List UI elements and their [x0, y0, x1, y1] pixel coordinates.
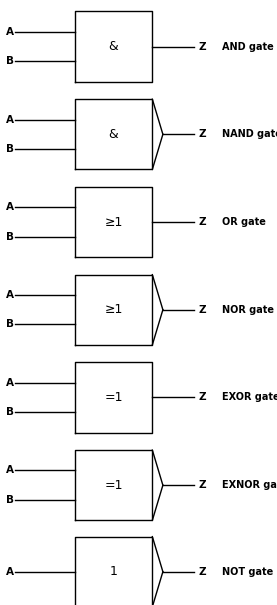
Text: EXOR gate: EXOR gate [222, 393, 277, 402]
Text: A: A [6, 27, 14, 37]
Text: A: A [6, 378, 14, 388]
Text: Z: Z [198, 217, 206, 227]
Text: &: & [109, 128, 119, 141]
Text: NAND gate: NAND gate [222, 129, 277, 139]
Text: B: B [6, 56, 14, 67]
Text: B: B [6, 407, 14, 417]
Text: =1: =1 [104, 391, 123, 404]
Text: 1: 1 [110, 565, 117, 578]
Text: NOT gate: NOT gate [222, 567, 273, 577]
Text: Z: Z [198, 480, 206, 490]
Text: Z: Z [198, 393, 206, 402]
Text: B: B [6, 495, 14, 505]
Text: =1: =1 [104, 479, 123, 492]
Text: A: A [6, 114, 14, 125]
Text: Z: Z [198, 42, 206, 51]
Text: EXNOR gate: EXNOR gate [222, 480, 277, 490]
Text: A: A [6, 290, 14, 300]
Text: OR gate: OR gate [222, 217, 265, 227]
Text: A: A [6, 465, 14, 476]
Text: ≥1: ≥1 [104, 303, 123, 316]
Text: Z: Z [198, 129, 206, 139]
Text: B: B [6, 232, 14, 242]
Text: B: B [6, 144, 14, 154]
Text: NOR gate: NOR gate [222, 305, 274, 315]
Text: AND gate: AND gate [222, 42, 273, 51]
Text: A: A [6, 567, 14, 577]
Text: Z: Z [198, 567, 206, 577]
Text: B: B [6, 319, 14, 330]
Text: ≥1: ≥1 [104, 215, 123, 229]
Text: A: A [6, 202, 14, 212]
Text: &: & [109, 40, 119, 53]
Text: Z: Z [198, 305, 206, 315]
